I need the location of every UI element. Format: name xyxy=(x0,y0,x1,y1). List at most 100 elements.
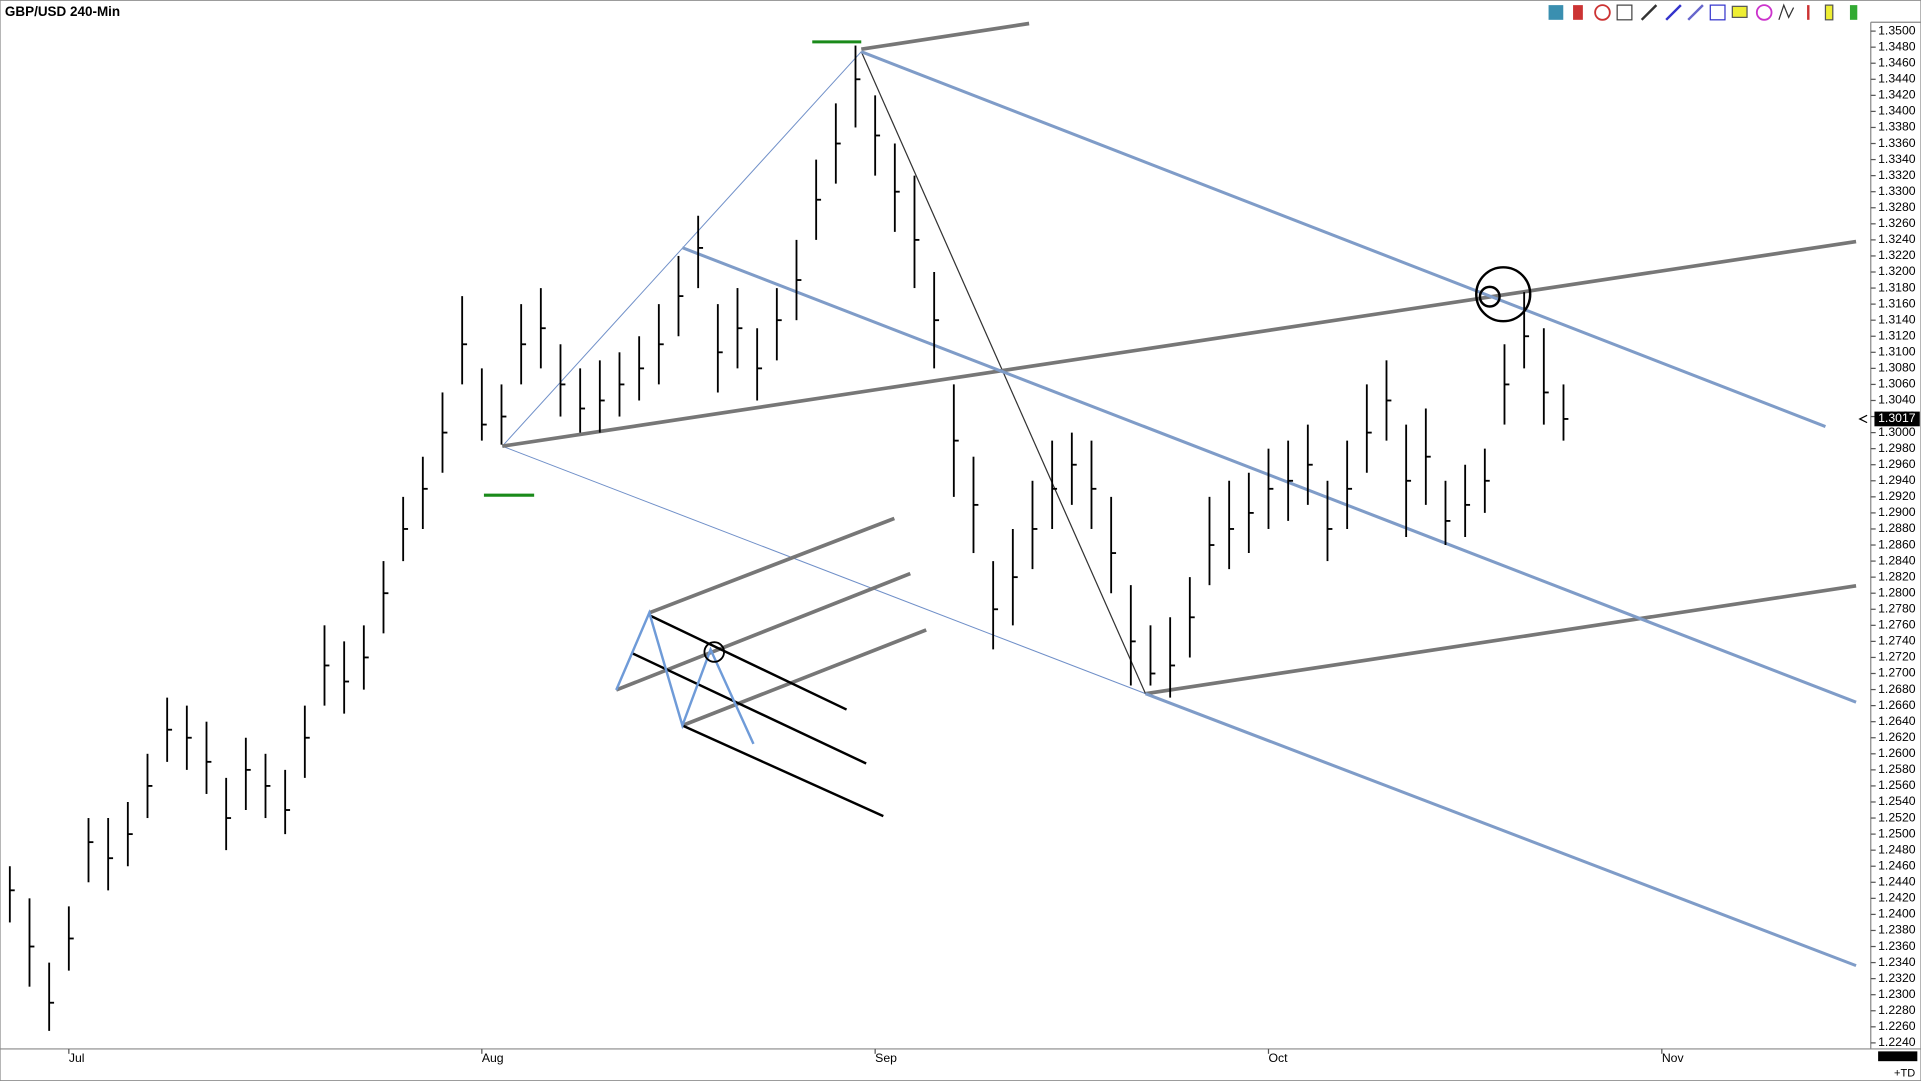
y-tick-label: 1.2840 xyxy=(1878,553,1916,567)
y-tick-label: 1.2600 xyxy=(1878,746,1916,760)
trend-line xyxy=(501,51,862,447)
y-tick-label: 1.3500 xyxy=(1878,23,1916,37)
y-tick-label: 1.2580 xyxy=(1878,762,1916,776)
last-price-arrow xyxy=(1858,414,1868,424)
y-tick-label: 1.2720 xyxy=(1878,650,1916,664)
y-tick-label: 1.2860 xyxy=(1878,537,1916,551)
y-tick-label: 1.2240 xyxy=(1878,1035,1916,1049)
x-tick-label: Aug xyxy=(482,1051,504,1065)
tool-icon[interactable] xyxy=(1824,4,1834,21)
y-tick-label: 1.2820 xyxy=(1878,569,1916,583)
y-tick-label: 1.3200 xyxy=(1878,264,1916,278)
tool-icon[interactable] xyxy=(1731,5,1748,18)
y-tick-label: 1.2640 xyxy=(1878,714,1916,728)
pitchfork-line xyxy=(648,614,848,711)
y-tick-label: 1.3160 xyxy=(1878,296,1916,310)
y-tick-label: 1.3040 xyxy=(1878,393,1916,407)
y-tick-label: 1.3000 xyxy=(1878,425,1916,439)
y-tick-label: 1.2280 xyxy=(1878,1003,1916,1017)
highlight-circle xyxy=(703,641,725,663)
zigzag xyxy=(615,609,755,745)
last-price-box xyxy=(1874,411,1920,427)
pitchfork-line xyxy=(681,724,884,818)
tool-icon[interactable] xyxy=(1640,4,1658,21)
y-tick-label: 1.2680 xyxy=(1878,682,1916,696)
y-tick-label: 1.3380 xyxy=(1878,120,1916,134)
y-tick-label: 1.2780 xyxy=(1878,601,1916,615)
tool-icon[interactable] xyxy=(1849,5,1858,20)
pitchfork-line xyxy=(1144,692,1857,968)
y-tick-label: 1.3300 xyxy=(1878,184,1916,198)
pitchfork-line xyxy=(681,628,927,728)
y-tick-label: 1.2520 xyxy=(1878,810,1916,824)
tool-icon[interactable] xyxy=(1548,5,1564,20)
y-tick-label: 1.3480 xyxy=(1878,39,1916,53)
last-price-label: 1.3017 xyxy=(1878,411,1916,425)
y-tick-label: 1.2440 xyxy=(1878,875,1916,889)
y-tick-label: 1.2380 xyxy=(1878,923,1916,937)
tool-icon[interactable] xyxy=(1755,4,1773,21)
y-tick-label: 1.3460 xyxy=(1878,55,1916,69)
y-tick-label: 1.2320 xyxy=(1878,971,1916,985)
y-tick-label: 1.2300 xyxy=(1878,987,1916,1001)
y-tick-label: 1.2340 xyxy=(1878,955,1916,969)
y-tick-label: 1.3400 xyxy=(1878,104,1916,118)
tool-icon[interactable] xyxy=(1594,4,1611,21)
tool-icon[interactable] xyxy=(1665,4,1682,21)
y-tick-label: 1.2360 xyxy=(1878,939,1916,953)
pitchfork-line xyxy=(648,516,896,615)
y-tick-label: 1.3080 xyxy=(1878,361,1916,375)
x-tick-label: Nov xyxy=(1662,1051,1685,1065)
y-tick-label: 1.2900 xyxy=(1878,505,1916,519)
x-tick-label: Oct xyxy=(1268,1051,1288,1065)
highlight-circle xyxy=(1475,266,1532,323)
footer-label: +TD xyxy=(1894,1067,1915,1079)
y-tick-label: 1.2880 xyxy=(1878,521,1916,535)
y-tick-label: 1.3320 xyxy=(1878,168,1916,182)
y-tick-label: 1.3440 xyxy=(1878,72,1916,86)
y-tick-label: 1.2260 xyxy=(1878,1019,1916,1033)
pitchfork-line xyxy=(860,50,1826,428)
y-tick-label: 1.2620 xyxy=(1878,730,1916,744)
y-tick-label: 1.2980 xyxy=(1878,441,1916,455)
tool-icon[interactable] xyxy=(1709,4,1726,21)
pitchfork-line xyxy=(860,21,1030,52)
y-tick-label: 1.2740 xyxy=(1878,634,1916,648)
y-tick-label: 1.3140 xyxy=(1878,312,1916,326)
y-tick-label: 1.2560 xyxy=(1878,778,1916,792)
pitchfork-line xyxy=(631,652,867,765)
y-tick-label: 1.3100 xyxy=(1878,345,1916,359)
trend-line xyxy=(502,445,1146,695)
y-tick-label: 1.2420 xyxy=(1878,891,1916,905)
y-tick-label: 1.2540 xyxy=(1878,794,1916,808)
y-tick-label: 1.2920 xyxy=(1878,489,1916,503)
y-tick-label: 1.2940 xyxy=(1878,473,1916,487)
y-tick-label: 1.2460 xyxy=(1878,858,1916,872)
x-tick-label: Sep xyxy=(875,1051,897,1065)
tool-icon[interactable] xyxy=(1616,4,1633,21)
tool-icon[interactable] xyxy=(1687,4,1704,21)
y-tick-label: 1.2700 xyxy=(1878,666,1916,680)
toolbar xyxy=(1548,3,1858,21)
y-tick-label: 1.3420 xyxy=(1878,88,1916,102)
y-tick-label: 1.2660 xyxy=(1878,698,1916,712)
y-tick-label: 1.3220 xyxy=(1878,248,1916,262)
tool-icon[interactable] xyxy=(1778,3,1795,21)
y-tick-label: 1.3360 xyxy=(1878,136,1916,150)
y-tick-label: 1.3060 xyxy=(1878,377,1916,391)
y-tick-label: 1.3180 xyxy=(1878,280,1916,294)
y-tick-label: 1.3120 xyxy=(1878,328,1916,342)
y-tick-label: 1.2800 xyxy=(1878,585,1916,599)
y-tick-label: 1.3260 xyxy=(1878,216,1916,230)
y-tick-label: 1.2960 xyxy=(1878,457,1916,471)
x-tick-label: Jul xyxy=(69,1051,85,1065)
chart-title: GBP/USD 240-Min xyxy=(5,4,120,19)
tool-icon[interactable] xyxy=(1573,5,1583,20)
y-tick-label: 1.2480 xyxy=(1878,842,1916,856)
y-tick-label: 1.3340 xyxy=(1878,152,1916,166)
highlight-circle xyxy=(1478,285,1501,308)
pitchfork-line xyxy=(1145,584,1857,696)
y-tick-label: 1.2400 xyxy=(1878,907,1916,921)
